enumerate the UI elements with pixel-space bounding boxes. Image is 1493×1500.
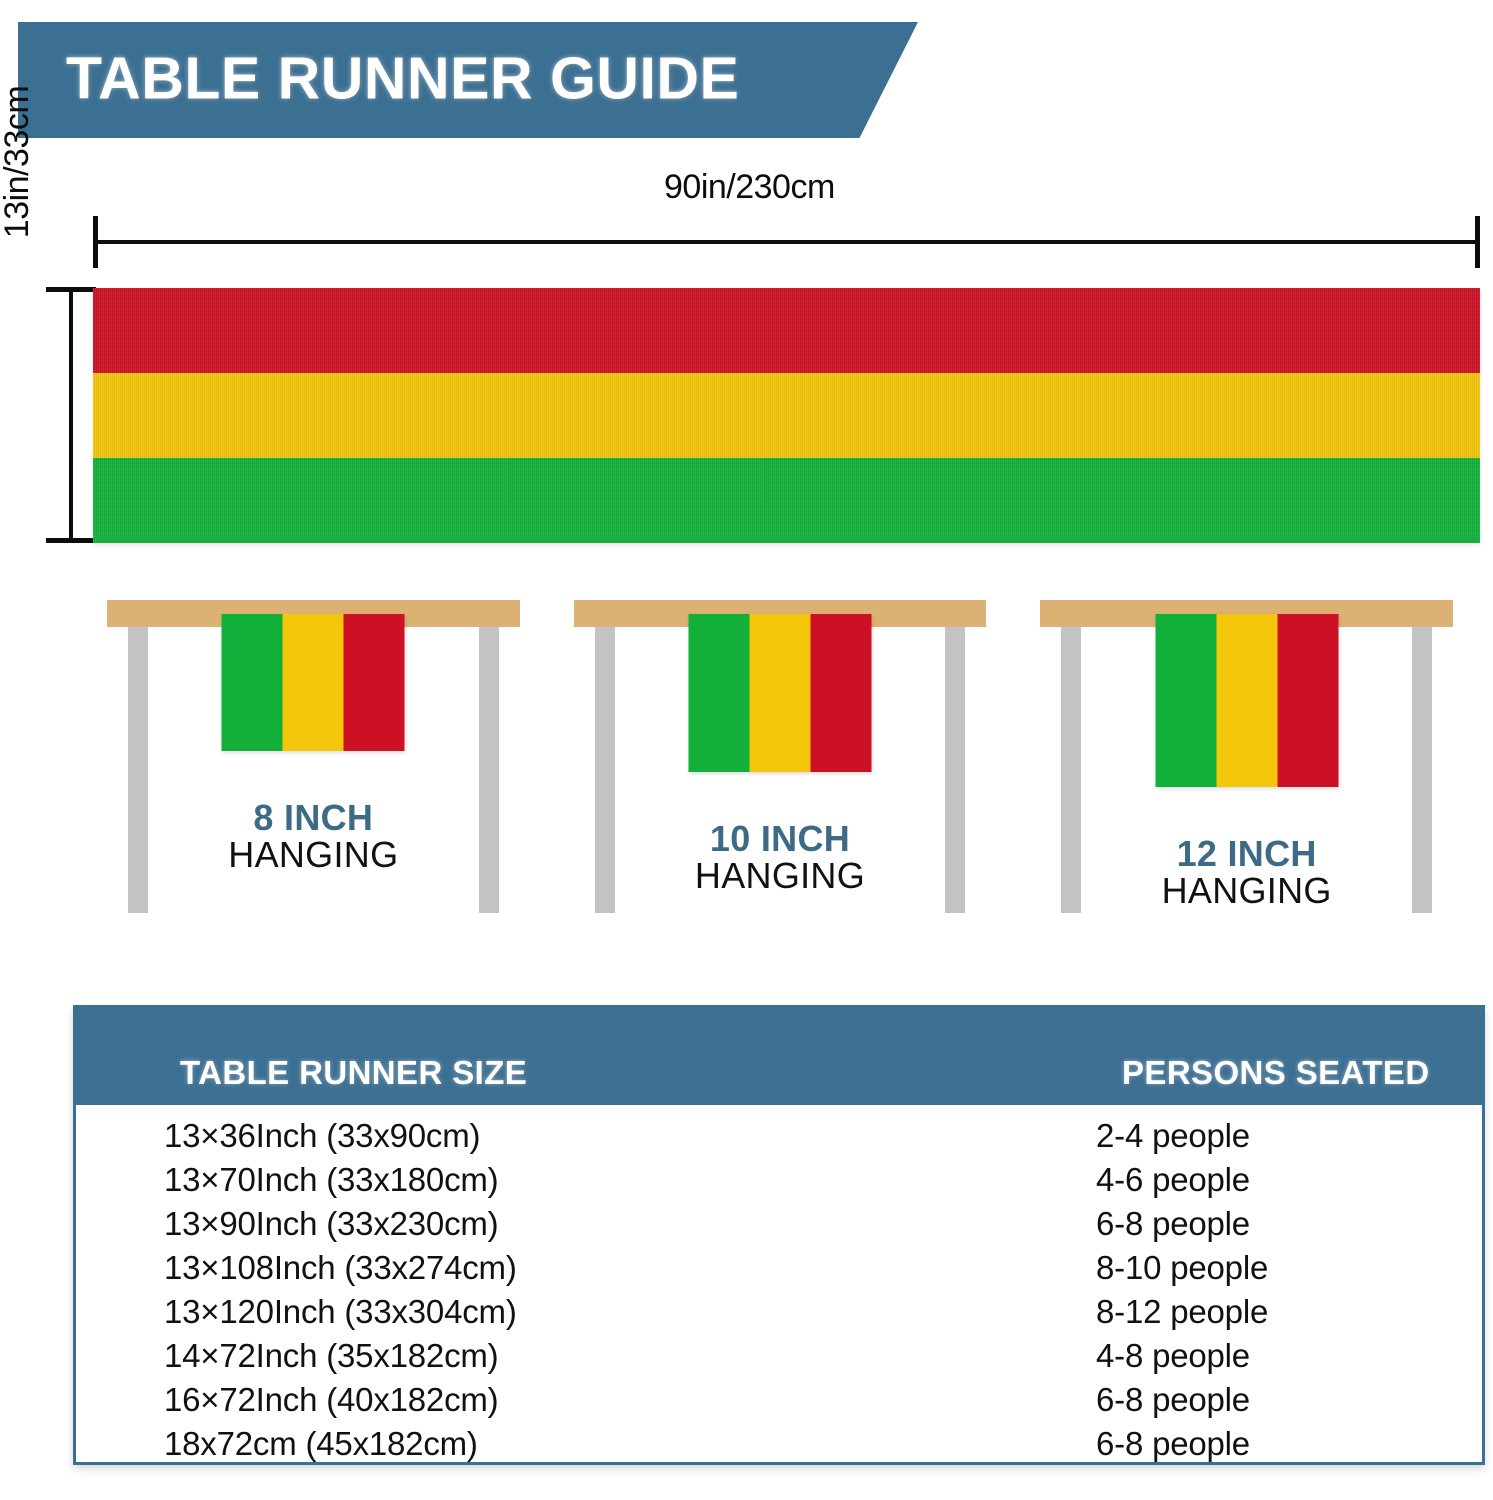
cell-persons: 6-8 people — [1096, 1205, 1250, 1242]
header-banner: TABLE RUNNER GUIDE — [18, 22, 918, 138]
red-band — [343, 614, 405, 751]
cell-size: 16×72Inch (40x182cm) — [164, 1381, 499, 1418]
dimension-cap-top — [46, 287, 96, 292]
hanging-size-label: 12 INCH — [1176, 833, 1317, 874]
green-band — [221, 614, 283, 751]
table-row: 13×70Inch (33x180cm) 4-6 people — [76, 1158, 1482, 1202]
hanging-diagram-10-inch: 10 INCH HANGING — [547, 600, 1014, 940]
cell-persons: 8-12 people — [1096, 1293, 1269, 1330]
hanging-runner — [688, 614, 872, 772]
table-row: 16×72Inch (40x182cm) 6-8 people — [76, 1378, 1482, 1422]
width-dimension-line — [93, 216, 1480, 268]
cell-size: 13×90Inch (33x230cm) — [164, 1205, 499, 1242]
hanging-caption: 10 INCH HANGING — [547, 820, 1014, 895]
yellow-band — [282, 614, 344, 751]
cell-size: 13×36Inch (33x90cm) — [164, 1117, 481, 1154]
cell-persons: 4-6 people — [1096, 1161, 1250, 1198]
cell-size: 14×72Inch (35x182cm) — [164, 1337, 499, 1374]
table-leg-left — [594, 627, 615, 913]
hanging-diagrams: 8 INCH HANGING 10 INCH HANGING 12 INCH H… — [80, 600, 1480, 940]
table-leg-right — [945, 627, 966, 913]
dimension-line — [93, 240, 1480, 244]
green-band — [1155, 614, 1217, 787]
table-row: 13×90Inch (33x230cm) 6-8 people — [76, 1202, 1482, 1246]
cell-persons: 2-4 people — [1096, 1117, 1250, 1154]
column-header-size: TABLE RUNNER SIZE — [180, 1054, 528, 1091]
yellow-band — [749, 614, 811, 772]
cell-persons: 6-8 people — [1096, 1381, 1250, 1418]
cell-persons: 6-8 people — [1096, 1425, 1250, 1462]
yellow-band — [1216, 614, 1278, 787]
size-table: TABLE RUNNER SIZE PERSONS SEATED 13×36In… — [73, 1005, 1485, 1465]
table-row: 14×72Inch (35x182cm) 4-8 people — [76, 1334, 1482, 1378]
size-table-body: 13×36Inch (33x90cm) 2-4 people 13×70Inch (… — [76, 1105, 1482, 1466]
hanging-word-label: HANGING — [694, 855, 866, 897]
table-leg-right — [478, 627, 499, 913]
hanging-runner — [221, 614, 405, 751]
column-header-persons: PERSONS SEATED — [1122, 1054, 1430, 1091]
table-row: 18x72cm (45x182cm) 6-8 people — [76, 1422, 1482, 1466]
table-row: 13×36Inch (33x90cm) 2-4 people — [76, 1114, 1482, 1158]
width-dimension-label: 90in/230cm — [664, 168, 835, 206]
hanging-size-label: 10 INCH — [709, 818, 851, 859]
yellow-band — [93, 373, 1480, 458]
hanging-runner — [1155, 614, 1339, 787]
hanging-diagram-8-inch: 8 INCH HANGING — [80, 600, 547, 940]
height-dimension-line — [46, 287, 96, 543]
green-band — [93, 458, 1480, 543]
table-row: 13×120Inch (33x304cm) 8-12 people — [76, 1290, 1482, 1334]
cell-persons: 4-8 people — [1096, 1337, 1250, 1374]
hanging-word-label: HANGING — [1161, 870, 1332, 912]
size-table-header: TABLE RUNNER SIZE PERSONS SEATED — [76, 1008, 1482, 1105]
red-band — [1277, 614, 1339, 787]
height-dimension-label: 13in/33cm — [0, 85, 36, 239]
dimension-line — [69, 287, 73, 543]
cell-size: 13×120Inch (33x304cm) — [164, 1293, 517, 1330]
cell-size: 13×108Inch (33x274cm) — [164, 1249, 517, 1286]
cell-size: 18x72cm (45x182cm) — [164, 1425, 478, 1462]
page-title: TABLE RUNNER GUIDE — [66, 45, 740, 112]
table-leg-right — [1411, 627, 1432, 913]
dimension-cap-left — [93, 216, 98, 268]
table-leg-left — [128, 627, 148, 913]
red-band — [93, 288, 1480, 373]
green-band — [688, 614, 750, 772]
table-runner-swatch — [93, 288, 1480, 543]
hanging-size-label: 8 INCH — [253, 797, 374, 838]
hanging-diagram-12-inch: 12 INCH HANGING — [1013, 600, 1480, 940]
hanging-caption: 8 INCH HANGING — [80, 799, 547, 874]
table-row: 13×108Inch (33x274cm) 8-10 people — [76, 1246, 1482, 1290]
table-leg-left — [1061, 627, 1082, 913]
dimension-cap-right — [1475, 216, 1480, 268]
cell-persons: 8-10 people — [1096, 1249, 1269, 1286]
dimension-cap-bottom — [46, 538, 96, 543]
hanging-caption: 12 INCH HANGING — [1013, 835, 1480, 910]
red-band — [810, 614, 872, 772]
hanging-word-label: HANGING — [228, 834, 399, 876]
cell-size: 13×70Inch (33x180cm) — [164, 1161, 499, 1198]
